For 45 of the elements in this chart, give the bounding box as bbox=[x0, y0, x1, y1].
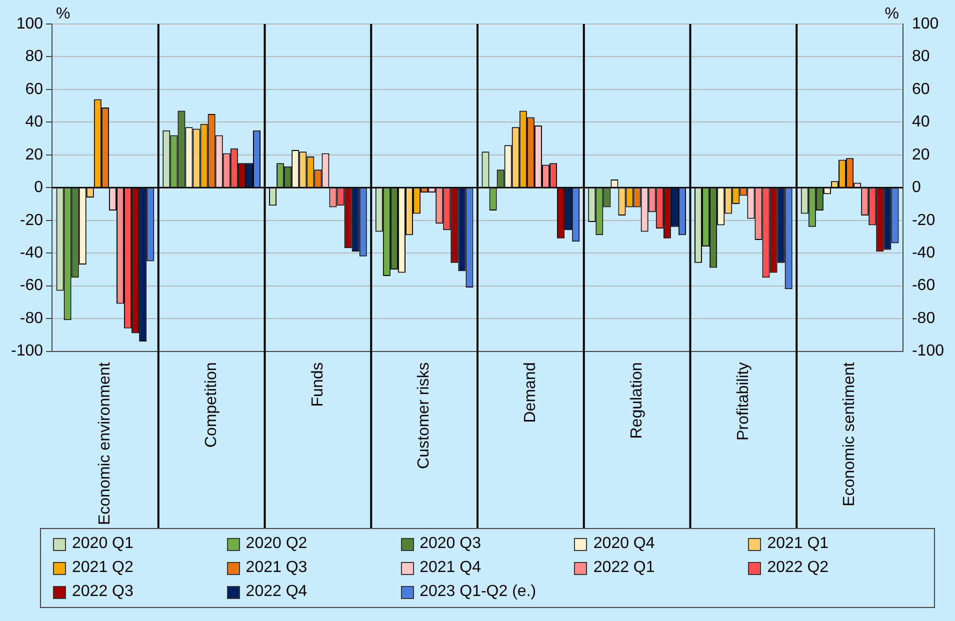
x-tick-label: Competition bbox=[202, 362, 220, 448]
y2-tick-label: 60 bbox=[912, 80, 930, 98]
y2-tick-label: -100 bbox=[912, 342, 944, 360]
legend-label: 2021 Q2 bbox=[72, 559, 134, 577]
legend-label: 2022 Q3 bbox=[72, 583, 134, 601]
y-tick-label: 40 bbox=[25, 114, 44, 131]
y2-tick-label: 40 bbox=[912, 114, 930, 131]
y-axis-title: % bbox=[56, 5, 70, 22]
x-tick-label: Demand bbox=[522, 362, 540, 423]
y2-tick-label: -60 bbox=[912, 277, 936, 294]
x-tick-label: Economic environment bbox=[96, 362, 114, 526]
legend-label: 2022 Q4 bbox=[246, 583, 308, 601]
y-tick-label: -100 bbox=[10, 342, 44, 360]
legend-label: 2022 Q1 bbox=[593, 559, 655, 577]
y2-tick-label: -40 bbox=[912, 244, 936, 262]
legend-label: 2021 Q1 bbox=[767, 535, 829, 553]
x-tick-label: Funds bbox=[309, 362, 326, 407]
legend-label: 2022 Q2 bbox=[767, 559, 829, 577]
y-tick-label: 60 bbox=[25, 80, 44, 98]
y-tick-label: -80 bbox=[20, 310, 44, 327]
y2-tick-label: 20 bbox=[912, 146, 930, 164]
y-tick-label: -20 bbox=[20, 212, 44, 229]
x-tick-label: Economic sentiment bbox=[841, 362, 858, 506]
legend-label: 2021 Q3 bbox=[246, 559, 308, 577]
legend-label: 2020 Q2 bbox=[246, 535, 308, 553]
legend-label: 2020 Q4 bbox=[593, 535, 655, 553]
x-tick-label: Regulation bbox=[628, 362, 646, 439]
legend-label: 2020 Q3 bbox=[420, 535, 481, 553]
y-tick-label: -40 bbox=[20, 244, 44, 262]
legend-label: 2020 Q1 bbox=[72, 535, 134, 553]
y2-tick-label: 80 bbox=[912, 48, 930, 66]
y-tick-label: 0 bbox=[34, 179, 44, 196]
y2-tick-label: 0 bbox=[912, 179, 921, 196]
y2-tick-label: 100 bbox=[912, 15, 939, 32]
y-tick-label: 100 bbox=[16, 15, 44, 32]
y2-tick-label: -80 bbox=[912, 310, 936, 327]
y2-axis-title: % bbox=[884, 5, 899, 22]
y2-tick-label: -20 bbox=[912, 212, 936, 229]
legend-label: 2023 Q1-Q2 (e.) bbox=[420, 583, 536, 601]
y-tick-label: 20 bbox=[25, 146, 44, 164]
legend-label: 2021 Q4 bbox=[420, 559, 481, 577]
y-tick-label: -60 bbox=[20, 277, 44, 294]
y-tick-label: 80 bbox=[25, 48, 44, 66]
x-tick-label: Profitability bbox=[734, 362, 752, 441]
x-tick-label: Customer risks bbox=[416, 362, 433, 469]
